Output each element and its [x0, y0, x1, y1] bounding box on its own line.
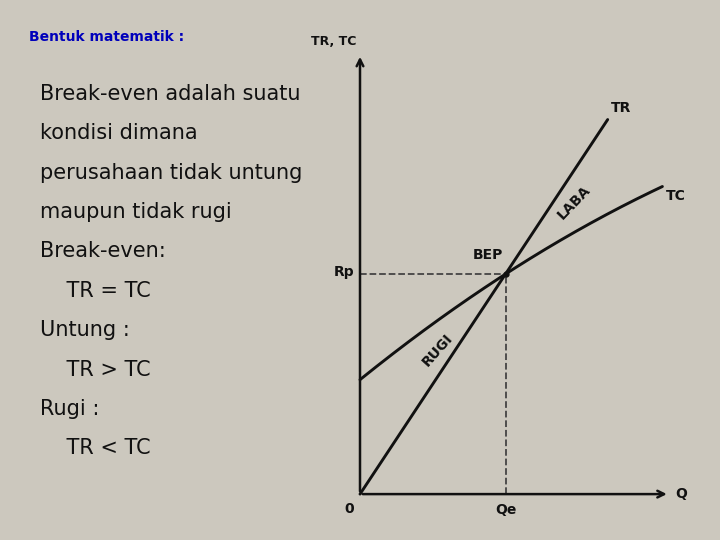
Text: BEP: BEP	[472, 248, 503, 262]
Text: TR = TC: TR = TC	[40, 281, 150, 301]
Text: Break-even adalah suatu: Break-even adalah suatu	[40, 84, 300, 104]
Text: Break-even:: Break-even:	[40, 241, 166, 261]
Text: Bentuk matematik :: Bentuk matematik :	[29, 30, 184, 44]
Text: Rugi :: Rugi :	[40, 399, 99, 419]
Text: LABA: LABA	[555, 183, 593, 222]
Text: Untung :: Untung :	[40, 320, 130, 340]
Text: kondisi dimana: kondisi dimana	[40, 123, 197, 143]
Text: Q: Q	[675, 487, 687, 501]
Text: TR, TC: TR, TC	[311, 35, 356, 48]
Text: 0: 0	[345, 502, 354, 516]
Text: Qe: Qe	[495, 503, 516, 517]
Text: TC: TC	[666, 189, 686, 203]
Text: RUGI: RUGI	[420, 330, 456, 369]
Text: perusahaan tidak untung: perusahaan tidak untung	[40, 163, 302, 183]
Text: TR < TC: TR < TC	[40, 438, 150, 458]
Text: Rp: Rp	[333, 266, 354, 279]
Text: maupun tidak rugi: maupun tidak rugi	[40, 202, 231, 222]
Text: TR: TR	[611, 101, 631, 115]
Text: TR > TC: TR > TC	[40, 360, 150, 380]
